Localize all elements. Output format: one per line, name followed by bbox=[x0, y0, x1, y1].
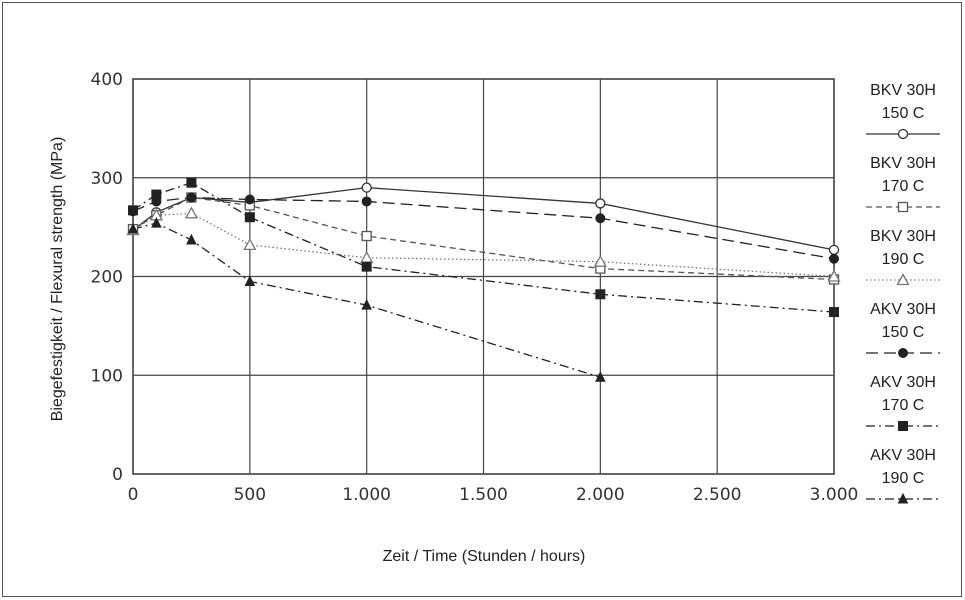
y-axis-ticks: 0 100 200 300 400 bbox=[91, 70, 123, 485]
y-tick-label: 0 bbox=[112, 465, 123, 485]
data-point bbox=[186, 192, 197, 203]
y-tick-label: 200 bbox=[91, 268, 123, 288]
data-point bbox=[827, 269, 841, 282]
data-point bbox=[184, 206, 199, 219]
legend-label-line2: 150 C bbox=[882, 105, 925, 122]
x-tick-label: 1.000 bbox=[342, 485, 391, 505]
legend-marker bbox=[898, 421, 908, 431]
series-markers bbox=[126, 177, 841, 382]
x-tick-label: 1.500 bbox=[459, 485, 508, 505]
legend-label-line2: 190 C bbox=[882, 251, 925, 268]
data-point bbox=[127, 222, 139, 234]
legend-marker bbox=[897, 492, 909, 504]
legend-label-line2: 170 C bbox=[882, 397, 925, 414]
legend-marker bbox=[897, 128, 909, 140]
x-tick-label: 3.000 bbox=[810, 485, 859, 505]
x-axis-title: Zeit / Time (Stunden / hours) bbox=[383, 548, 586, 565]
y-tick-label: 100 bbox=[91, 366, 123, 386]
data-point bbox=[151, 189, 162, 200]
data-point bbox=[128, 205, 138, 216]
legend-label-line1: BKV 30H bbox=[870, 82, 936, 99]
data-point bbox=[361, 261, 372, 272]
data-point bbox=[186, 233, 197, 245]
x-tick-label: 0 bbox=[128, 485, 139, 505]
data-point bbox=[595, 371, 606, 382]
legend-label-line1: BKV 30H bbox=[870, 155, 936, 172]
legend-marker bbox=[898, 348, 908, 358]
legend-label-line2: 190 C bbox=[882, 470, 925, 487]
data-point bbox=[829, 253, 839, 264]
legend-marker bbox=[896, 273, 910, 286]
legend-label-line1: AKV 30H bbox=[870, 301, 936, 318]
y-tick-label: 300 bbox=[91, 169, 123, 189]
data-point bbox=[595, 213, 606, 224]
legend-label-line1: BKV 30H bbox=[870, 228, 936, 245]
x-tick-label: 500 bbox=[234, 485, 266, 505]
data-point bbox=[829, 307, 839, 318]
data-point bbox=[151, 217, 162, 228]
legend: BKV 30H 150 C BKV 30H 170 C BKV 30H 190 C AKV … bbox=[866, 82, 940, 504]
data-point bbox=[244, 275, 256, 286]
x-tick-label: 2.000 bbox=[576, 485, 625, 505]
data-point bbox=[243, 238, 257, 251]
legend-label-line1: AKV 30H bbox=[870, 374, 936, 391]
x-tick-label: 2.500 bbox=[693, 485, 742, 505]
data-point bbox=[595, 289, 606, 300]
y-tick-label: 400 bbox=[91, 70, 123, 90]
series-line-6 bbox=[132, 222, 601, 378]
data-point bbox=[244, 212, 255, 223]
y-axis-title: Biegefestigkeit / Flexural strength (MPa… bbox=[49, 137, 66, 422]
data-point bbox=[828, 244, 840, 255]
data-point bbox=[244, 194, 255, 205]
data-point bbox=[361, 196, 372, 207]
legend-label-line2: 150 C bbox=[882, 324, 925, 341]
data-point bbox=[186, 177, 197, 188]
legend-label-line2: 170 C bbox=[882, 178, 925, 195]
legend-label-line1: AKV 30H bbox=[870, 447, 936, 464]
data-point bbox=[595, 198, 606, 209]
data-point bbox=[361, 182, 372, 193]
data-point bbox=[593, 254, 607, 267]
data-point bbox=[361, 299, 372, 310]
legend-marker bbox=[897, 201, 909, 213]
x-axis-ticks: 0 500 1.000 1.500 2.000 2.500 3.000 bbox=[128, 485, 859, 505]
data-point bbox=[361, 230, 372, 242]
